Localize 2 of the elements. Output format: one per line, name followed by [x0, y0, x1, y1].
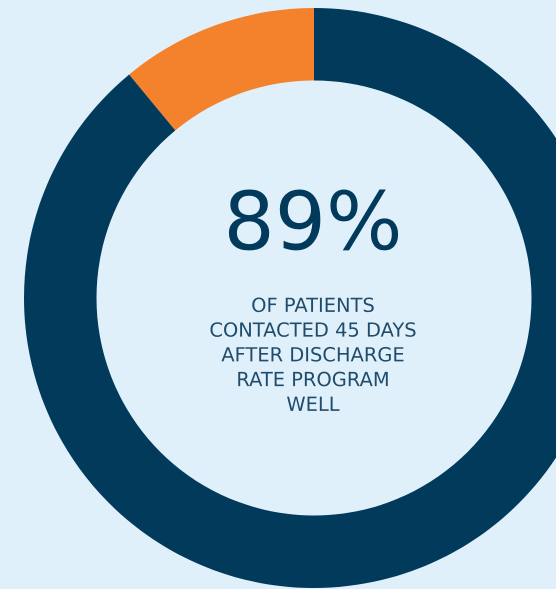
- text: 89%: [228, 189, 398, 250]
- text: OF PATIENTS CONTACTED 45 DAYS AFTER DISCHARGE RATE PROGRAM WELL: [210, 297, 416, 411]
